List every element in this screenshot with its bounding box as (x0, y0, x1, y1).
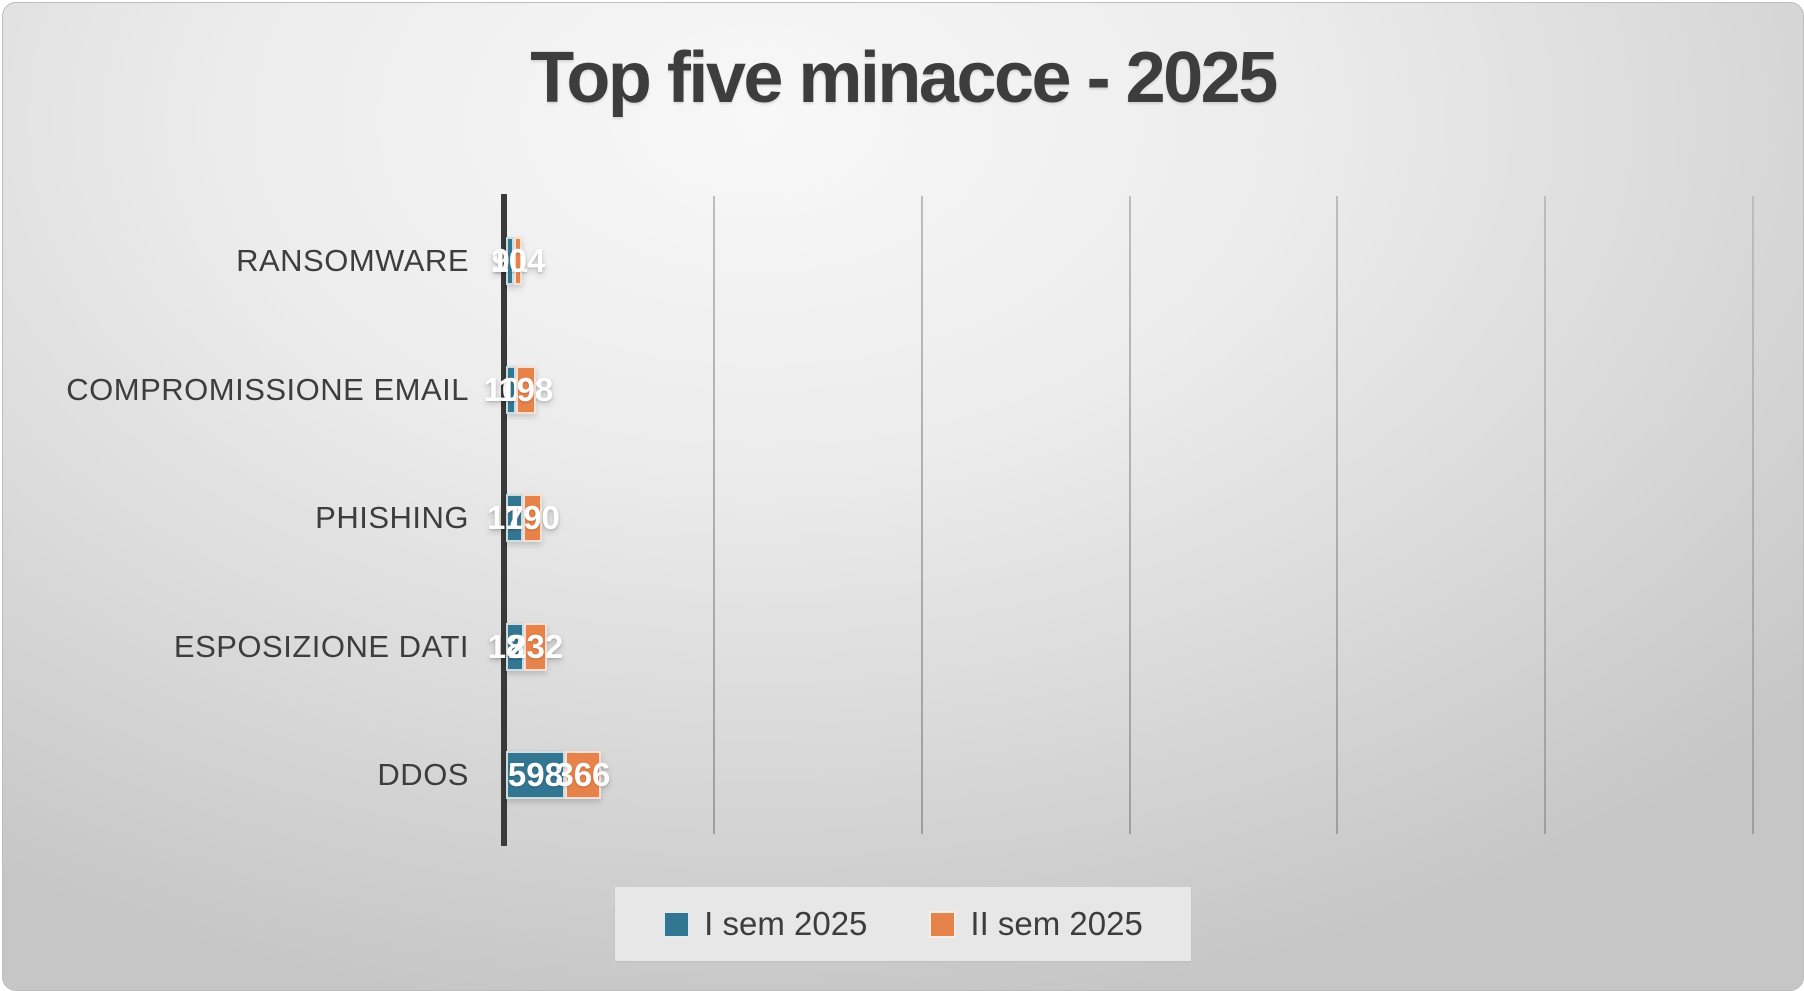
legend-box: I sem 2025 II sem 2025 (615, 887, 1191, 961)
bar-segment-sem2: 104 (490, 237, 545, 285)
category-label: DDOS (377, 757, 469, 792)
bar-segment-sem2: 190 (505, 494, 560, 542)
gridline (1752, 196, 1754, 834)
bar-value-label: 598 (507, 756, 563, 793)
legend-label-sem1: I sem 2025 (704, 905, 868, 942)
gridline (920, 196, 923, 834)
gridline (1544, 196, 1547, 834)
chart-row: 186 232 (488, 622, 624, 671)
bar-value-label: 366 (555, 756, 611, 793)
gridline (712, 196, 715, 834)
legend-label-sem2: II sem 2025 (970, 905, 1143, 942)
bar-value-label: 198 (498, 370, 554, 408)
bar-segment-sem1: 598 (506, 751, 565, 799)
legend-item-sem1: I sem 2025 (663, 905, 867, 943)
gridline (1336, 196, 1339, 834)
bar-value-label: 104 (490, 242, 546, 279)
chart-row: 103 198 (484, 365, 624, 414)
gridline (1128, 196, 1131, 834)
legend-swatch-sem1-icon (663, 910, 691, 938)
chart-row: 91 104 (490, 237, 606, 285)
category-label: ESPOSIZIONE DATI (173, 628, 469, 664)
chart-title: Top five minacce - 2025 (530, 38, 1278, 118)
bar-segment-sem2: 232 (508, 622, 563, 671)
legend: I sem 2025 II sem 2025 (3, 887, 1803, 961)
chart-row: 173 190 (487, 494, 624, 542)
category-label: RANSOMWARE (236, 243, 469, 278)
bar-segment-sem2: 366 (555, 751, 610, 799)
legend-swatch-sem2-icon (929, 910, 957, 938)
bar-value-label: 190 (504, 499, 560, 536)
legend-item-sem2: II sem 2025 (929, 905, 1143, 943)
bar-value-label: 232 (508, 627, 564, 665)
category-label: COMPROMISSIONE EMAIL (66, 371, 469, 407)
bar-segment-sem2: 198 (498, 365, 553, 414)
y-axis-line (501, 194, 507, 846)
plot-area: 91 104 103 198 173 190 186 232 598 366 (484, 196, 1754, 834)
chart-row: 598 366 (506, 751, 624, 799)
category-label: PHISHING (315, 500, 469, 535)
